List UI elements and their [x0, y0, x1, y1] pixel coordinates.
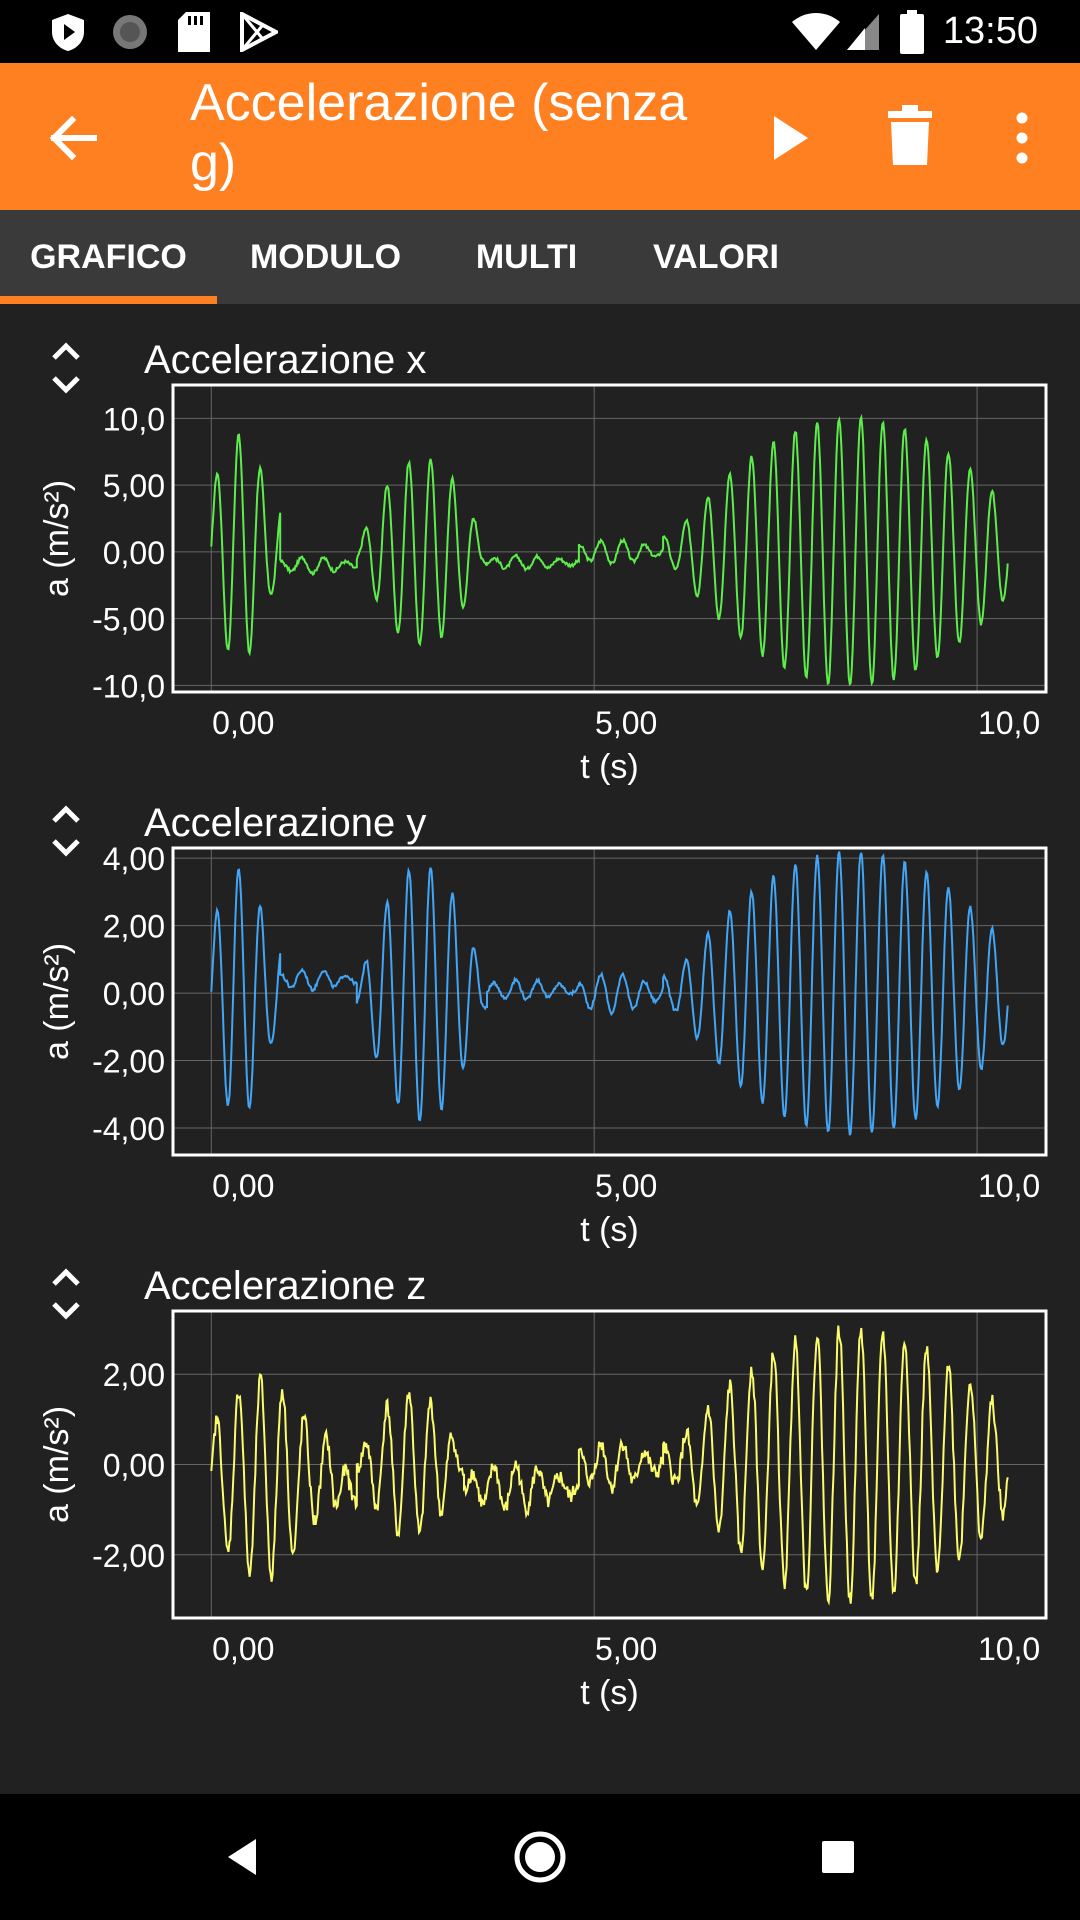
- x-tick-label: 10,0: [978, 705, 1040, 741]
- more-vert-icon[interactable]: [1000, 108, 1044, 168]
- y-tick-label: 4,00: [103, 841, 165, 877]
- y-axis-label: a (m/s²): [38, 943, 76, 1060]
- status-bar: 13:50: [0, 0, 1080, 63]
- chart-plot[interactable]: 10,0 5,00 0,00 -5,00 -10,0 0,00 5,00 10,0 t (s) a…: [0, 330, 1080, 790]
- plot-frame: [171, 1309, 1048, 1620]
- y-tick-label: 0,00: [103, 1448, 165, 1484]
- y-tick-label: 10,0: [103, 401, 165, 437]
- chart-plot[interactable]: 4,00 2,00 0,00 -2,00 -4,00 0,00 5,00 10,0 t (s) a…: [0, 793, 1080, 1253]
- y-tick-label: -4,00: [92, 1111, 165, 1147]
- tab-valori[interactable]: VALORI: [653, 238, 779, 276]
- x-tick-label: 5,00: [595, 1168, 657, 1204]
- tab-multi[interactable]: MULTI: [475, 238, 578, 276]
- tab-bar: GRAFICO MODULO MULTI VALORI: [0, 210, 1080, 304]
- play-icon[interactable]: [760, 108, 820, 168]
- tab-grafico[interactable]: GRAFICO: [30, 238, 187, 276]
- x-tick-label: 0,00: [212, 1631, 274, 1667]
- page-title: Accelerazione (senza g): [190, 74, 688, 192]
- play-store-icon: [240, 12, 278, 52]
- y-tick-label: -2,00: [92, 1044, 165, 1080]
- y-tick-label: 0,00: [103, 535, 165, 571]
- x-tick-label: 5,00: [595, 1631, 657, 1667]
- x-tick-label: 5,00: [595, 705, 657, 741]
- home-circle-icon[interactable]: [512, 1827, 568, 1887]
- signal-icon: [847, 14, 879, 50]
- chart-plot[interactable]: 2,00 0,00 -2,00 0,00 5,00 10,0 t (s) a (m/s²): [0, 1256, 1080, 1716]
- recents-square-icon[interactable]: [820, 1827, 856, 1887]
- series-line: [210, 413, 1009, 687]
- expand-collapse-icon[interactable]: [46, 803, 86, 859]
- navigation-bar: [0, 1794, 1080, 1920]
- x-tick-label: 10,0: [978, 1631, 1040, 1667]
- graph-title: Accelerazione y: [144, 801, 427, 845]
- y-tick-label: 2,00: [103, 909, 165, 945]
- y-tick-label: -2,00: [92, 1538, 165, 1574]
- plot-frame: [171, 383, 1048, 694]
- graph-title: Accelerazione z: [144, 1264, 427, 1308]
- x-axis-label: t (s): [580, 1211, 639, 1249]
- y-tick-label: -10,0: [92, 668, 165, 704]
- spinner-icon: [113, 15, 147, 49]
- tab-modulo[interactable]: MODULO: [249, 238, 402, 276]
- y-axis-label: a (m/s²): [38, 480, 76, 597]
- series-line: [210, 851, 1009, 1136]
- series-line: [210, 1325, 1009, 1606]
- y-axis-label: a (m/s²): [38, 1406, 76, 1523]
- x-tick-label: 0,00: [212, 1168, 274, 1204]
- trash-icon[interactable]: [880, 105, 940, 167]
- battery-icon: [900, 10, 924, 54]
- back-triangle-icon[interactable]: [222, 1827, 262, 1887]
- y-tick-label: 0,00: [103, 976, 165, 1012]
- x-axis-label: t (s): [580, 748, 639, 786]
- shield-icon: [52, 14, 84, 51]
- x-tick-label: 10,0: [978, 1168, 1040, 1204]
- tab-indicator: [0, 296, 217, 304]
- expand-collapse-icon[interactable]: [46, 1266, 86, 1322]
- graph-acceleration-y[interactable]: Accelerazione y 4,00 2,00 0,00 -2,00 -4,00 0,…: [0, 793, 1080, 1253]
- app-toolbar: Accelerazione (senza g): [0, 63, 1080, 210]
- sd-card-icon: [178, 12, 210, 52]
- x-tick-label: 0,00: [212, 705, 274, 741]
- graph-acceleration-x[interactable]: Accelerazione x 10,0 5,00 0,00 -5,00 -10,0 0,…: [0, 330, 1080, 790]
- x-axis-label: t (s): [580, 1674, 639, 1712]
- back-arrow-icon[interactable]: [44, 108, 104, 168]
- wifi-icon: [792, 13, 840, 50]
- plot-frame: [171, 846, 1048, 1157]
- status-time: 13:50: [942, 10, 1038, 52]
- y-tick-label: 2,00: [103, 1357, 165, 1393]
- graph-title: Accelerazione x: [144, 338, 427, 382]
- expand-collapse-icon[interactable]: [46, 340, 86, 396]
- graph-acceleration-z[interactable]: Accelerazione z 2,00 0,00 -2,00 0,00 5,00 10,…: [0, 1256, 1080, 1716]
- y-tick-label: -5,00: [92, 602, 165, 638]
- y-tick-label: 5,00: [103, 468, 165, 504]
